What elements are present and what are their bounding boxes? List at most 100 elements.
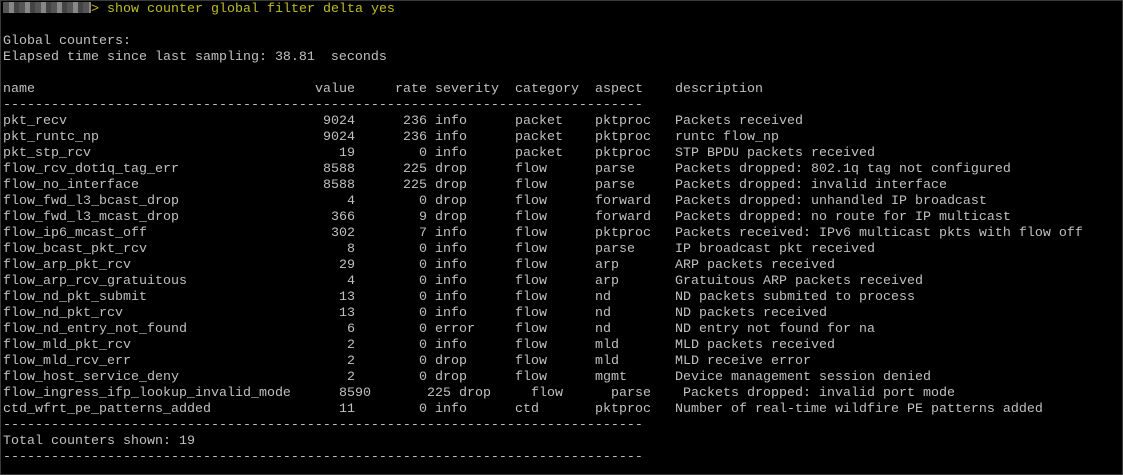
- cell-description: Packets dropped: 802.1q tag not configur…: [675, 162, 1011, 177]
- counter-row: flow_nd_entry_not_found 6 0 error flow nd ND e…: [3, 322, 1103, 338]
- cell-name: flow_arp_pkt_rcv: [3, 258, 131, 273]
- column-header: name value rate severity category aspect descr…: [3, 82, 1103, 98]
- cell-rate: 0: [419, 290, 427, 305]
- cell-name: flow_mld_rcv_err: [3, 354, 131, 369]
- counter-row: flow_rcv_dot1q_tag_err 8588 225 drop flow par…: [3, 162, 1103, 178]
- command-line: > show counter global filter delta yes: [3, 2, 395, 18]
- cell-value: 8588: [323, 162, 355, 177]
- cell-description: Number of real-time wildfire PE patterns…: [675, 402, 1043, 417]
- cell-name: flow_arp_rcv_gratuitous: [3, 274, 187, 289]
- cell-name: flow_rcv_dot1q_tag_err: [3, 162, 179, 177]
- cell-aspect: mld: [595, 338, 619, 353]
- cell-value: value: [315, 82, 355, 97]
- cell-category: flow: [515, 178, 547, 193]
- cell-name: flow_ip6_mcast_off: [3, 226, 147, 241]
- cell-severity: info: [435, 274, 467, 289]
- counter-row: pkt_stp_rcv 19 0 info packet pktproc STP BPDU …: [3, 146, 1103, 162]
- cell-value: 8: [347, 242, 355, 257]
- cell-value: 8588: [323, 178, 355, 193]
- counter-row: flow_arp_pkt_rcv 29 0 info flow arp ARP packet…: [3, 258, 1103, 274]
- cell-aspect: parse: [595, 178, 635, 193]
- cell-aspect: mgmt: [595, 370, 627, 385]
- cell-value: 2: [347, 338, 355, 353]
- cell-severity: info: [435, 306, 467, 321]
- cell-severity: drop: [435, 178, 467, 193]
- cell-aspect: parse: [611, 386, 651, 401]
- counter-row: flow_mld_rcv_err 2 0 drop flow mld MLD receive…: [3, 354, 1103, 370]
- cell-category: category: [515, 82, 579, 97]
- cell-description: STP BPDU packets received: [675, 146, 875, 161]
- cell-name: flow_fwd_l3_bcast_drop: [3, 194, 179, 209]
- cell-description: Packets dropped: invalid port mode: [683, 386, 955, 401]
- counter-row: flow_ingress_ifp_lookup_invalid_mode 8590…: [3, 386, 1103, 402]
- separator: ----------------------------------------…: [3, 450, 643, 465]
- cell-aspect: pktproc: [595, 130, 651, 145]
- cell-value: 302: [331, 226, 355, 241]
- cell-rate: rate: [395, 82, 427, 97]
- cell-rate: 0: [419, 258, 427, 273]
- cell-description: Gratuitous ARP packets received: [675, 274, 923, 289]
- cell-value: 29: [339, 258, 355, 273]
- cell-description: ND entry not found for na: [675, 322, 875, 337]
- cell-severity: drop: [435, 162, 467, 177]
- cell-rate: 0: [419, 146, 427, 161]
- cell-aspect: nd: [595, 306, 611, 321]
- cell-aspect: mld: [595, 354, 619, 369]
- cell-description: ND packets received: [675, 306, 827, 321]
- cell-value: 2: [347, 354, 355, 369]
- cell-aspect: forward: [595, 194, 651, 209]
- counter-row: flow_nd_pkt_rcv 13 0 info flow nd ND packets r…: [3, 306, 1103, 322]
- counter-row: flow_arp_rcv_gratuitous 4 0 info flow arp Grat…: [3, 274, 1103, 290]
- cell-category: flow: [515, 258, 547, 273]
- cell-rate: 236: [403, 114, 427, 129]
- cell-name: flow_nd_pkt_rcv: [3, 306, 123, 321]
- cell-rate: 0: [419, 194, 427, 209]
- cell-rate: 0: [419, 338, 427, 353]
- cell-aspect: nd: [595, 290, 611, 305]
- cell-aspect: parse: [595, 162, 635, 177]
- cell-name: flow_mld_pkt_rcv: [3, 338, 131, 353]
- cell-category: flow: [515, 338, 547, 353]
- cell-name: pkt_runtc_np: [3, 130, 99, 145]
- cell-rate: 7: [419, 226, 427, 241]
- cell-name: flow_fwd_l3_mcast_drop: [3, 210, 179, 225]
- cell-aspect: arp: [595, 274, 619, 289]
- cell-value: 8590: [339, 386, 371, 401]
- cell-value: 4: [347, 194, 355, 209]
- cell-category: flow: [515, 210, 547, 225]
- cell-description: Packets dropped: invalid interface: [675, 178, 947, 193]
- cell-description: description: [675, 82, 763, 97]
- cell-severity: drop: [435, 370, 467, 385]
- command-text: show counter global filter delta yes: [107, 2, 395, 17]
- cell-rate: 0: [419, 242, 427, 257]
- cell-value: 9024: [323, 130, 355, 145]
- cell-description: Packets dropped: unhandled IP broadcast: [675, 194, 987, 209]
- cell-category: flow: [515, 274, 547, 289]
- cell-rate: 236: [403, 130, 427, 145]
- cell-category: flow: [515, 242, 547, 257]
- cell-value: 4: [347, 274, 355, 289]
- cell-name: name: [3, 82, 35, 97]
- cell-severity: info: [435, 258, 467, 273]
- cell-value: 13: [339, 290, 355, 305]
- counter-row: flow_ip6_mcast_off 302 7 info flow pktproc Pac…: [3, 226, 1103, 242]
- cell-name: pkt_recv: [3, 114, 67, 129]
- cell-value: 6: [347, 322, 355, 337]
- cell-name: flow_nd_pkt_submit: [3, 290, 147, 305]
- cell-severity: info: [435, 402, 467, 417]
- cell-value: 19: [339, 146, 355, 161]
- counter-row: ctd_wfrt_pe_patterns_added 11 0 info ctd pktp…: [3, 402, 1103, 418]
- cell-category: flow: [515, 194, 547, 209]
- cell-description: ND packets submited to process: [675, 290, 915, 305]
- cell-category: flow: [515, 226, 547, 241]
- cell-value: 9024: [323, 114, 355, 129]
- counter-row: pkt_runtc_np 9024 236 info packet pktproc runt…: [3, 130, 1103, 146]
- cell-category: flow: [515, 322, 547, 337]
- cell-rate: 0: [419, 370, 427, 385]
- cell-aspect: parse: [595, 242, 635, 257]
- cell-value: 13: [339, 306, 355, 321]
- cell-description: Packets received: IPv6 multicast pkts wi…: [675, 226, 1083, 241]
- cell-aspect: arp: [595, 258, 619, 273]
- cell-category: flow: [515, 370, 547, 385]
- cell-category: packet: [515, 114, 563, 129]
